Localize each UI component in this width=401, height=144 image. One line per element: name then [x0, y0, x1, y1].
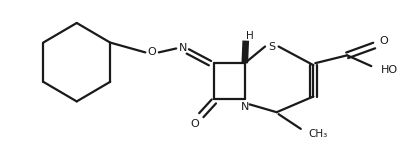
Text: HO: HO	[381, 65, 398, 75]
Text: O: O	[148, 47, 156, 57]
Text: CH₃: CH₃	[308, 129, 328, 139]
Text: O: O	[190, 119, 199, 129]
Text: O: O	[379, 36, 388, 46]
Text: S: S	[268, 41, 275, 52]
Text: H: H	[246, 31, 253, 41]
Text: N: N	[241, 102, 249, 112]
Text: N: N	[179, 43, 187, 53]
